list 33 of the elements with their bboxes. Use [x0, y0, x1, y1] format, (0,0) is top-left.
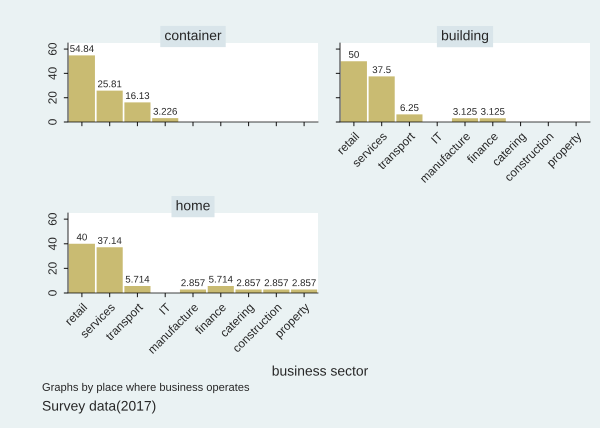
data-label: 2.857: [264, 279, 288, 286]
bar: [124, 286, 150, 293]
data-label: 3.125: [480, 108, 505, 115]
data-label: 6.25: [400, 104, 418, 112]
data-label: 3.226: [153, 108, 177, 115]
y-tick-label: 40: [48, 238, 57, 250]
y-tick-label: 20: [48, 262, 57, 274]
data-label: 3.125: [453, 108, 477, 115]
x-axis-title: business sector: [272, 366, 368, 376]
data-label: 2.857: [292, 279, 316, 286]
data-label: 5.714: [209, 276, 233, 283]
chart-title: building: [442, 30, 488, 44]
text: Graphs by place where business operates: [42, 382, 250, 394]
data-label: 37.5: [372, 66, 391, 74]
data-label: 5.714: [126, 276, 150, 283]
y-tick-label: 40: [48, 67, 57, 80]
data-label: 2.857: [236, 279, 260, 286]
data-label: 2.857: [181, 279, 205, 286]
data-label: 40: [76, 234, 87, 240]
y-tick-label: 0: [48, 290, 57, 296]
bar: [396, 114, 422, 122]
chart-title: home: [176, 200, 210, 210]
data-label: 50: [348, 51, 359, 58]
data-label: 37.14: [98, 237, 122, 244]
chart-title: container: [165, 30, 222, 40]
y-tick-label: 20: [48, 92, 57, 104]
data-label: 16.13: [126, 92, 150, 100]
y-tick-label: 60: [48, 213, 57, 226]
data-label: 25.81: [98, 80, 122, 88]
text: Survey data(2017): [42, 400, 156, 414]
y-tick-label: 0: [48, 119, 57, 125]
y-tick-label: 60: [48, 42, 57, 56]
data-label: 54.84: [70, 45, 94, 52]
